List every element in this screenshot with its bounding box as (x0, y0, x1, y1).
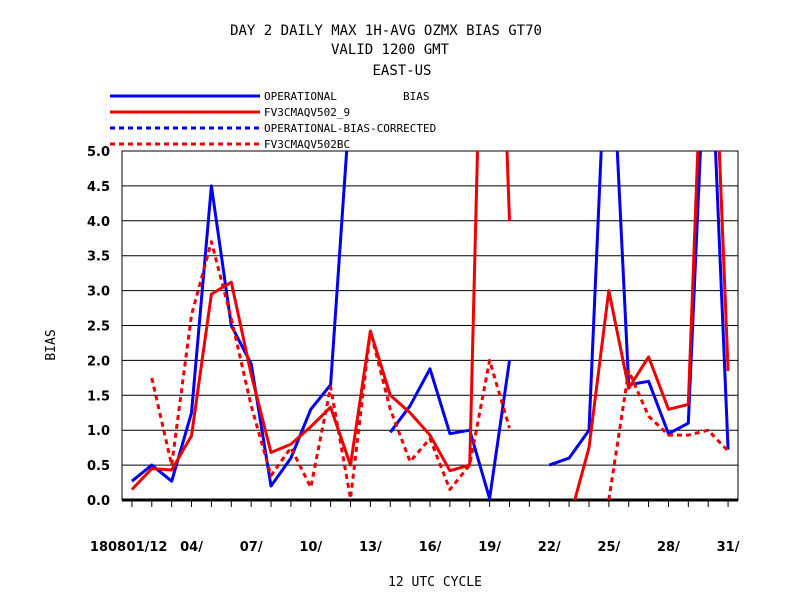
x-tick-label: 19/ (478, 540, 501, 555)
y-axis-label: BIAS (44, 329, 59, 360)
chart-title: DAY 2 DAILY MAX 1H-AVG OZMX BIAS GT70 VA… (230, 23, 542, 79)
series-group (130, 151, 730, 500)
x-tick-label: 10/ (299, 540, 322, 555)
y-tick-label: 3.5 (87, 250, 110, 265)
series-line-operational (130, 151, 349, 488)
legend-label: OPERATIONAL-BIAS-CORRECTED (264, 122, 436, 135)
y-tick-label: 0.5 (87, 459, 110, 474)
series-line-operational (548, 151, 730, 467)
y-tick-label: 4.0 (87, 215, 110, 230)
x-tick-label: 16/ (419, 540, 442, 555)
y-tick-label: 5.0 (87, 145, 110, 160)
series-line-fv3cmaqv502bc (150, 240, 511, 500)
title-line-1: DAY 2 DAILY MAX 1H-AVG OZMX BIAS GT70 (230, 23, 542, 39)
x-tick-label: 22/ (538, 540, 561, 555)
y-tick-label: 0.0 (87, 494, 110, 509)
legend: OPERATIONAL BIAS FV3CMAQV502_9 OPERATIONAL-… (110, 90, 436, 151)
x-tick-label: 31/ (717, 540, 740, 555)
y-tick-label: 2.0 (87, 354, 110, 369)
legend-extra-label: BIAS (403, 90, 430, 103)
legend-label: FV3CMAQV502_9 (264, 106, 350, 119)
title-line-3: EAST-US (372, 63, 431, 79)
x-tick-label: 13/ (359, 540, 382, 555)
x-tick-label: 01/12 (127, 540, 168, 555)
y-tick-label: 3.0 (87, 285, 110, 300)
x-tick-label: 07/ (240, 540, 263, 555)
x-tick-label: 28/ (657, 540, 680, 555)
plot-area: 0.0 0.5 1.0 1.5 2.0 2.5 3.0 3.5 4.0 4.5 5.0 1808 01/… (87, 145, 740, 555)
legend-label: OPERATIONAL (264, 90, 337, 103)
y-tick-label: 1.5 (87, 389, 110, 404)
x-tick-label: 25/ (597, 540, 620, 555)
x-axis-label: 12 UTC CYCLE (388, 575, 482, 590)
legend-label: FV3CMAQV502BC (264, 138, 350, 151)
title-line-2: VALID 1200 GMT (331, 42, 450, 58)
x-tick-label: 04/ (180, 540, 203, 555)
y-tick-label: 4.5 (87, 180, 110, 195)
series-line-fv3cmaqv502bc (607, 369, 730, 500)
x-tick-label: 1808 (90, 540, 126, 555)
series-line-fv3cmaqv502-9 (130, 151, 511, 491)
series-line-operational (389, 360, 511, 500)
y-tick-label: 2.5 (87, 320, 110, 335)
series-line-fv3cmaqv502-9 (573, 151, 730, 500)
y-tick-label: 1.0 (87, 424, 110, 439)
